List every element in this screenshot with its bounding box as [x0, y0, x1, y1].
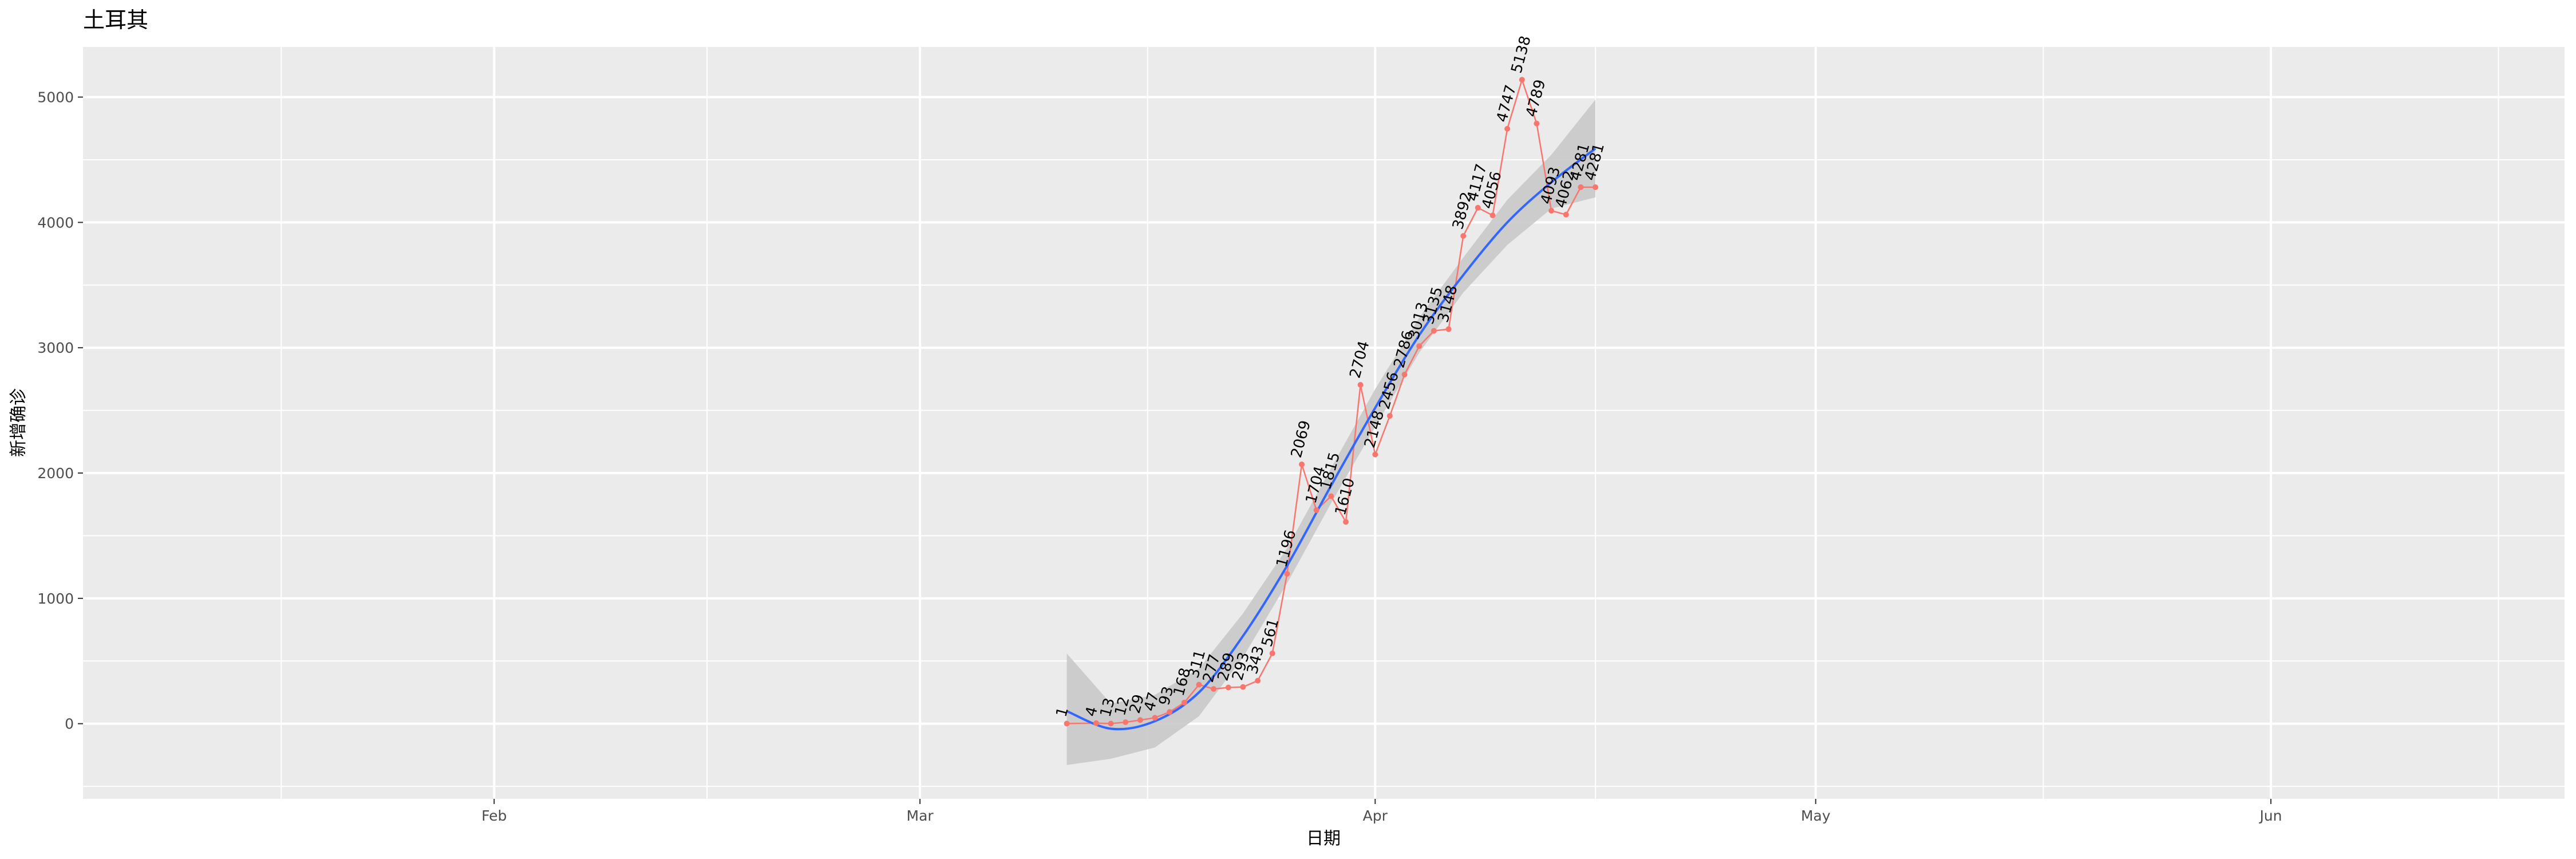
x-tick-label: Feb: [481, 807, 507, 824]
data-label: 4: [1082, 705, 1101, 719]
data-point: [1386, 413, 1393, 419]
x-tick-label: May: [1801, 807, 1831, 824]
x-axis-title: 日期: [1306, 829, 1341, 849]
data-point: [1490, 212, 1496, 219]
data-point: [1475, 204, 1481, 211]
data-point: [1123, 719, 1129, 726]
data-point: [1240, 684, 1246, 690]
data-point: [1225, 684, 1231, 691]
data-point: [1181, 699, 1187, 706]
data-point: [1416, 343, 1423, 349]
data-label: 1: [1053, 706, 1072, 719]
data-point: [1108, 720, 1114, 727]
data-point: [1460, 233, 1467, 239]
y-tick-label: 1000: [37, 590, 74, 607]
data-point: [1343, 519, 1349, 525]
data-point: [1313, 507, 1319, 513]
data-point: [1137, 717, 1143, 723]
x-axis: Feb Mar Apr May Jun: [481, 799, 2282, 824]
data-point: [1357, 382, 1364, 388]
data-point: [1578, 184, 1584, 190]
y-axis: 0 1000 2000 3000 4000 5000: [37, 89, 83, 732]
data-point: [1519, 77, 1525, 83]
y-tick-label: 2000: [37, 465, 74, 482]
data-point: [1431, 328, 1437, 334]
x-tick-label: Jun: [2258, 807, 2282, 824]
points-layer: [1064, 77, 1598, 727]
smooth-line: [1066, 147, 1597, 731]
data-point: [1064, 720, 1070, 727]
y-tick-label: 3000: [37, 340, 74, 356]
data-point: [1563, 211, 1569, 218]
data-point: [1211, 686, 1217, 692]
data-point: [1534, 120, 1540, 127]
plot-panel: [83, 47, 2565, 799]
data-point: [1401, 372, 1408, 377]
y-axis-title: 新增确诊: [9, 388, 29, 457]
data-point: [1299, 461, 1305, 467]
data-point: [1255, 677, 1261, 684]
x-tick-label: Mar: [907, 807, 934, 824]
y-tick-label: 4000: [37, 214, 74, 231]
data-point: [1196, 681, 1202, 688]
data-point: [1152, 715, 1158, 721]
confidence-band: [1066, 99, 1595, 765]
data-point: [1593, 184, 1598, 190]
data-point: [1548, 208, 1555, 214]
data-point: [1167, 709, 1173, 715]
data-point: [1284, 571, 1290, 577]
smooth-line-layer: [1066, 147, 1597, 731]
data-point: [1504, 125, 1511, 132]
data-point: [1328, 493, 1334, 499]
data-point: [1372, 451, 1378, 458]
y-tick-label: 0: [65, 716, 74, 732]
confidence-band-layer: [1066, 99, 1595, 765]
data-point: [1269, 650, 1275, 656]
chart-title: 土耳其: [83, 7, 148, 33]
gridlines: [83, 47, 2565, 799]
data-point: [1445, 326, 1452, 332]
x-tick-label: Apr: [1363, 807, 1388, 824]
y-tick-label: 5000: [37, 89, 74, 106]
data-point: [1093, 720, 1099, 726]
